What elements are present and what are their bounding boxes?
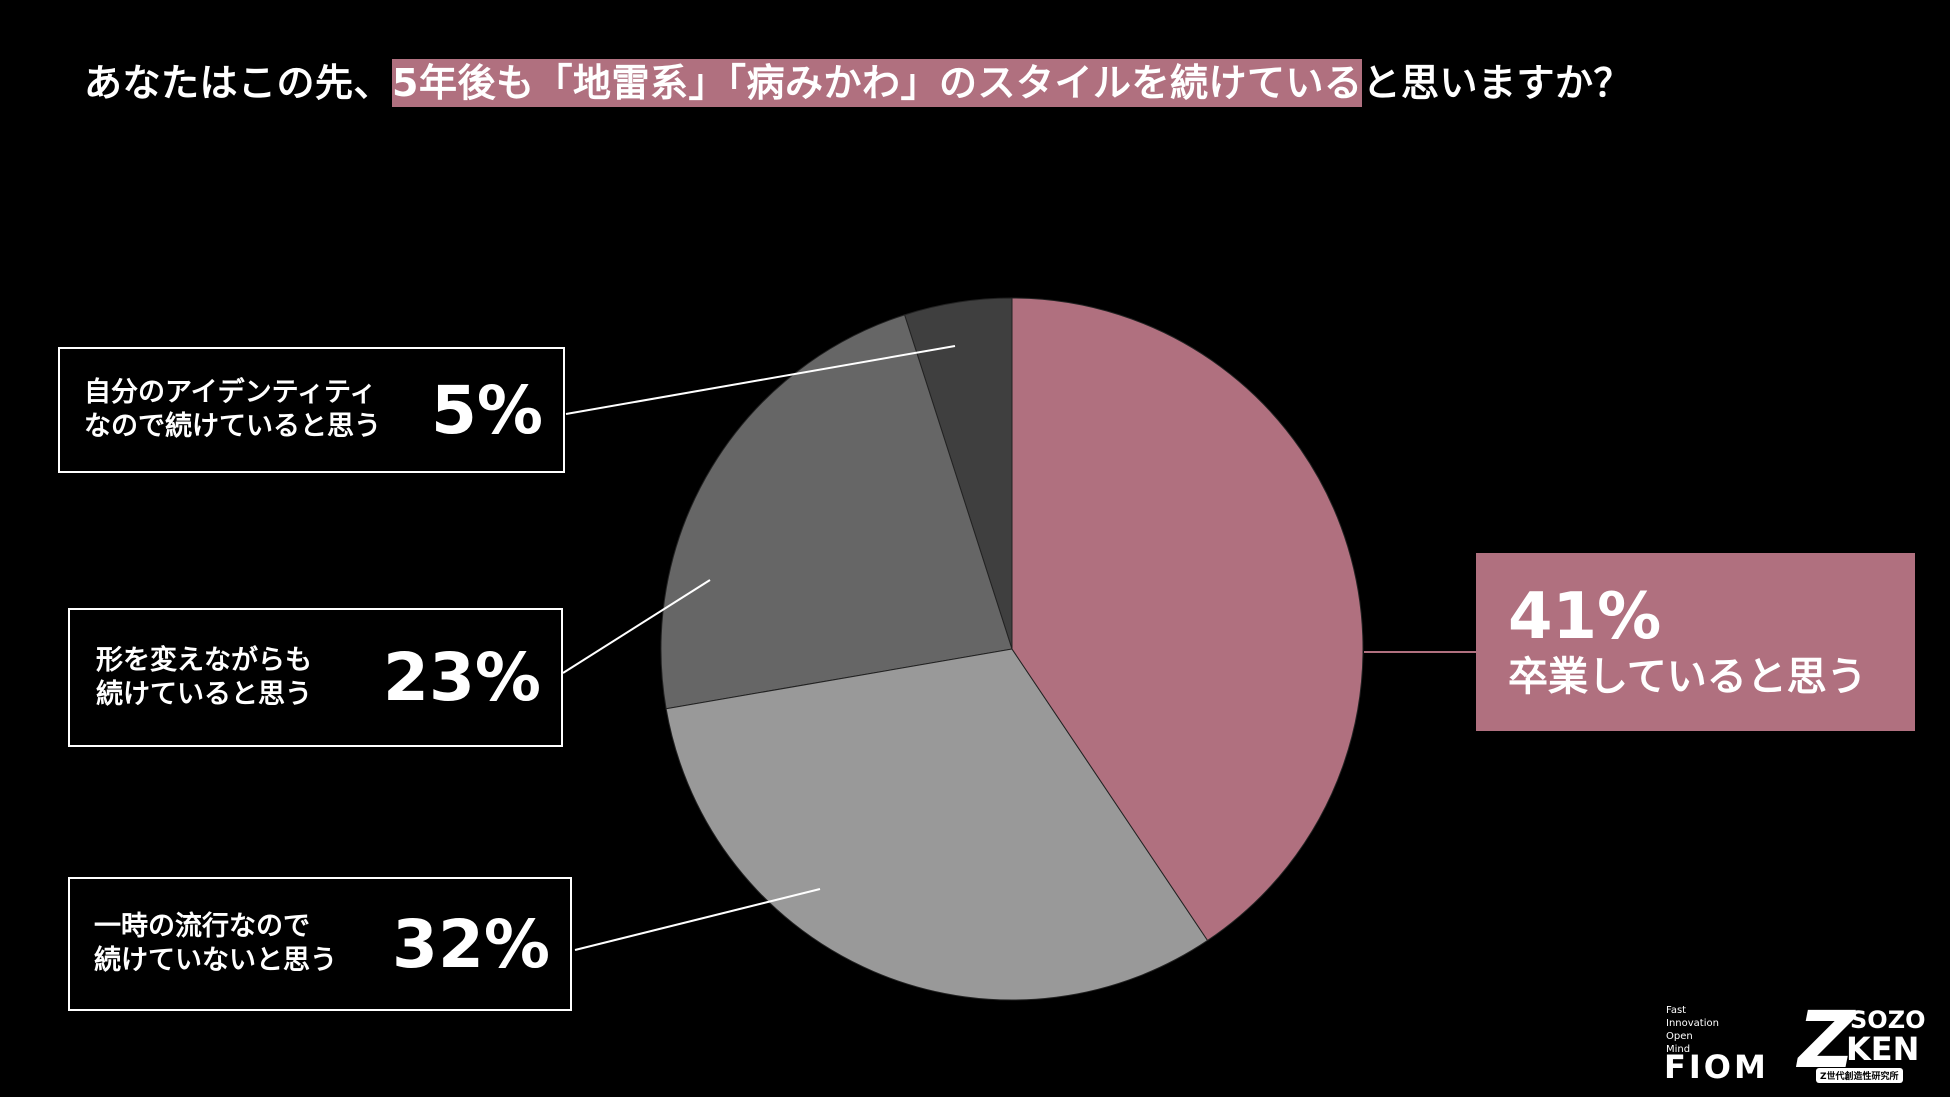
chart-title: あなたはこの先、5年後も「地雷系」「病みかわ」のスタイルを続けていると思いますか… xyxy=(84,52,1632,107)
title-part: と思いますか？ xyxy=(1362,61,1632,105)
logo-ken: KEN xyxy=(1846,1030,1920,1068)
label-box: 自分のアイデンティティ なので続けていると思う 5% xyxy=(58,347,565,473)
logo-z: Z xyxy=(1798,996,1855,1086)
pie-slice xyxy=(1011,297,1364,942)
category-label: 一時の流行なので 続けていないと思う xyxy=(94,911,337,976)
logo-fiom: FIOM xyxy=(1664,1048,1769,1086)
leader-line xyxy=(574,888,821,951)
pie-slice xyxy=(665,648,1209,1001)
title-part: あなたはこの先、 xyxy=(84,61,393,105)
category-label: 自分のアイデンティティ なので続けていると思う xyxy=(84,377,381,442)
leader-line xyxy=(562,579,711,674)
value-label: 23% xyxy=(383,639,541,716)
label-box: 一時の流行なので 続けていないと思う 32% xyxy=(68,877,572,1011)
leader-line xyxy=(565,345,956,415)
category-label: 卒業していると思う xyxy=(1508,654,1867,701)
label-box: 41% 卒業していると思う xyxy=(1476,553,1915,731)
logo-lab: Z世代創造性研究所 xyxy=(1816,1068,1903,1083)
logo-sozo: SOZO xyxy=(1850,1006,1926,1034)
value-label: 5% xyxy=(430,371,543,449)
value-label: 41% xyxy=(1508,579,1662,654)
logo-tagline: Fast Innovation Open Mind xyxy=(1666,1005,1719,1055)
title-highlight: 5年後も「地雷系」「病みかわ」のスタイルを続けている xyxy=(392,59,1363,107)
category-label: 形を変えながらも 続けていると思う xyxy=(96,644,312,710)
label-box: 形を変えながらも 続けていると思う 23% xyxy=(68,608,563,747)
pie-slice xyxy=(660,314,1013,710)
value-label: 32% xyxy=(392,905,550,983)
